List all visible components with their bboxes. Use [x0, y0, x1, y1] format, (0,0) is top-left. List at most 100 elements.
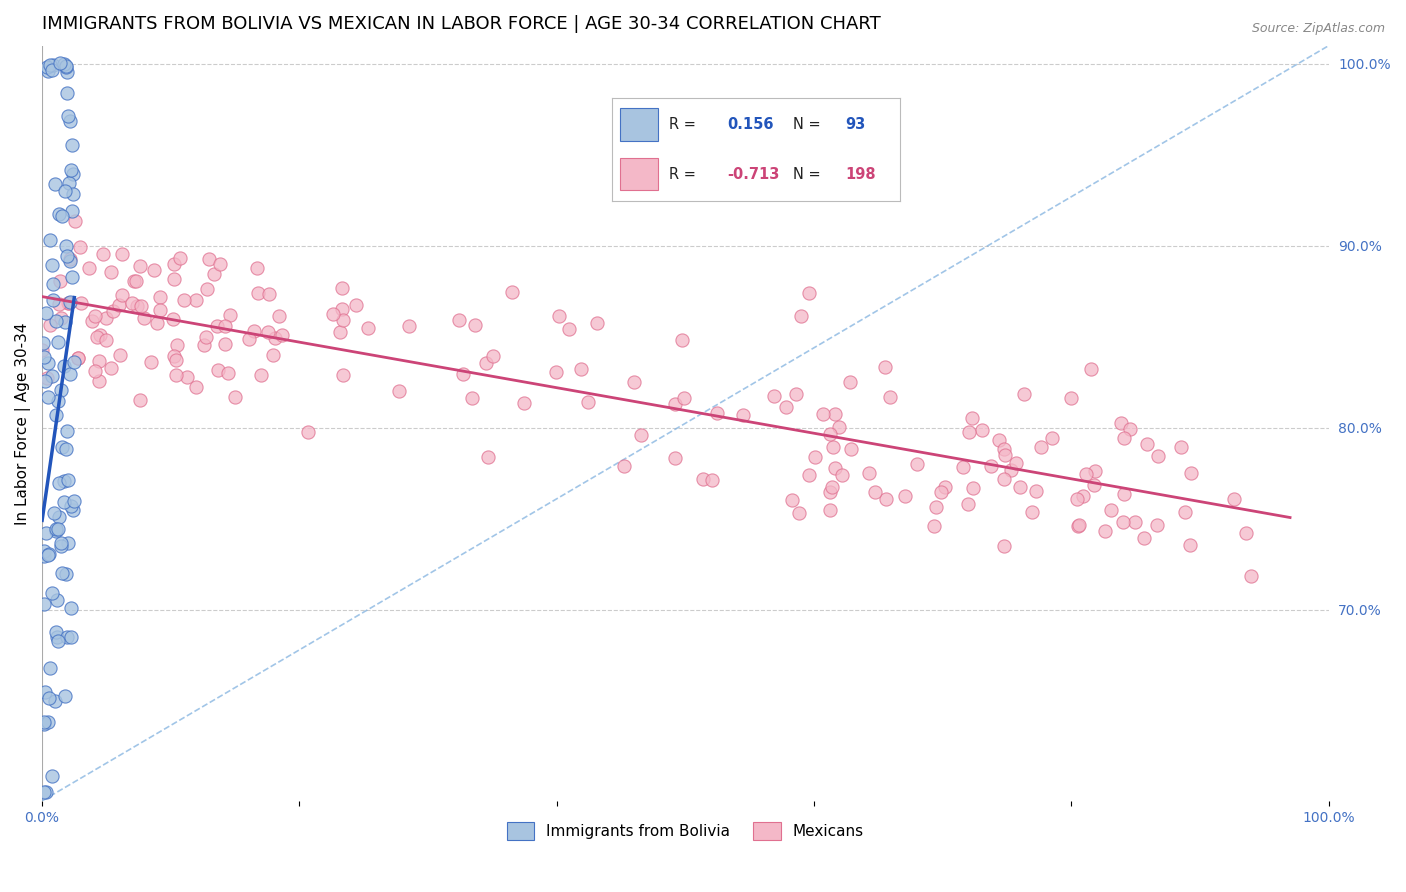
Point	[1112, 516, 1135, 530]
Point	[55, 59, 77, 73]
Point	[344, 297, 367, 311]
Point	[785, 386, 807, 401]
Point	[32, 335, 55, 350]
Point	[332, 368, 354, 383]
Point	[243, 324, 266, 338]
Point	[207, 363, 229, 377]
Point	[32, 350, 55, 364]
Point	[1094, 524, 1116, 539]
Point	[329, 325, 352, 339]
Point	[482, 349, 505, 363]
Point	[32, 598, 55, 612]
Point	[824, 407, 846, 421]
Point	[262, 348, 284, 362]
Point	[957, 425, 980, 439]
Point	[44, 506, 66, 520]
Point	[1170, 440, 1192, 454]
Text: 0.156: 0.156	[727, 117, 773, 132]
Point	[238, 332, 260, 346]
Point	[202, 268, 225, 282]
Point	[165, 352, 187, 367]
Point	[1010, 480, 1032, 494]
Point	[141, 354, 163, 368]
Point	[322, 307, 344, 321]
Point	[53, 494, 76, 508]
Point	[125, 274, 148, 288]
Point	[56, 109, 79, 123]
Point	[31, 343, 53, 358]
Point	[59, 113, 82, 128]
Point	[501, 285, 523, 299]
Point	[56, 630, 79, 644]
Point	[48, 56, 70, 70]
Point	[52, 359, 75, 373]
Point	[39, 58, 62, 72]
Point	[970, 423, 993, 437]
Point	[59, 252, 82, 266]
Point	[1066, 491, 1088, 506]
Point	[42, 277, 65, 291]
Point	[63, 494, 86, 508]
Point	[952, 459, 974, 474]
Point	[163, 349, 186, 363]
Point	[82, 314, 104, 328]
Point	[256, 325, 278, 339]
Point	[184, 380, 207, 394]
Point	[818, 484, 841, 499]
Point	[797, 285, 820, 300]
Point	[37, 391, 59, 405]
Text: N =: N =	[793, 117, 821, 132]
Point	[208, 257, 231, 271]
Point	[330, 281, 353, 295]
Point	[198, 252, 221, 267]
Point	[980, 458, 1002, 473]
Point	[924, 519, 946, 533]
Point	[988, 434, 1011, 448]
Point	[671, 333, 693, 347]
Point	[53, 315, 76, 329]
Point	[129, 299, 152, 313]
Point	[731, 408, 754, 422]
Point	[1123, 515, 1146, 529]
Point	[41, 368, 63, 383]
Point	[762, 389, 785, 403]
Point	[461, 392, 484, 406]
Point	[37, 64, 59, 78]
Point	[58, 296, 80, 310]
Point	[37, 371, 59, 385]
Point	[83, 364, 105, 378]
Point	[41, 63, 63, 78]
Point	[59, 295, 82, 310]
Point	[89, 328, 111, 343]
Text: N =: N =	[793, 167, 821, 182]
Point	[38, 547, 60, 561]
Point	[45, 408, 67, 422]
Point	[544, 365, 567, 379]
Point	[48, 297, 70, 311]
Point	[193, 338, 215, 352]
Point	[993, 472, 1015, 486]
Point	[41, 258, 63, 272]
Point	[246, 260, 269, 275]
Point	[297, 425, 319, 440]
Point	[56, 473, 79, 487]
Point	[32, 714, 55, 729]
Point	[692, 472, 714, 486]
Point	[46, 634, 69, 648]
Point	[1119, 422, 1142, 436]
Point	[664, 450, 686, 465]
Point	[55, 239, 77, 253]
Point	[51, 209, 73, 223]
Point	[475, 356, 498, 370]
Point	[35, 60, 58, 74]
Point	[51, 440, 73, 454]
Point	[51, 539, 73, 553]
Point	[110, 287, 132, 301]
Point	[929, 484, 952, 499]
Point	[44, 693, 66, 707]
Point	[1112, 431, 1135, 445]
Point	[42, 58, 65, 72]
Point	[1031, 440, 1053, 454]
Point	[332, 313, 354, 327]
Point	[447, 313, 470, 327]
